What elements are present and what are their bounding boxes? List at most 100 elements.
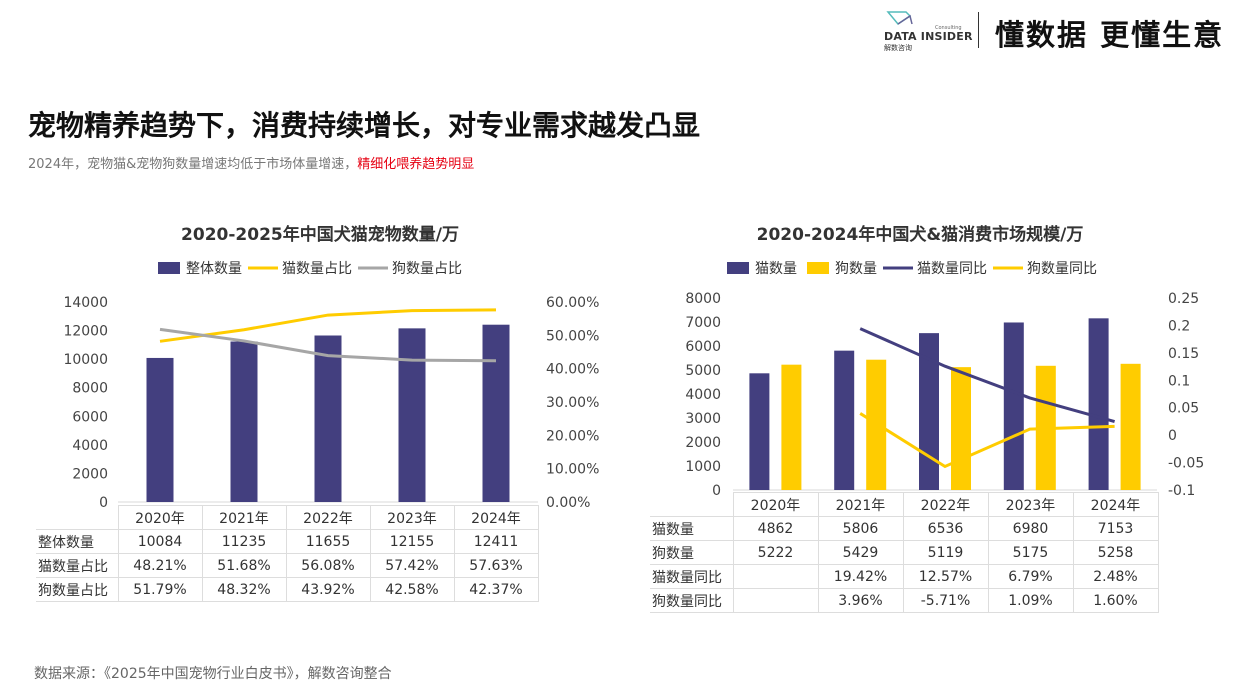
logo-consulting: Consulting: [935, 25, 962, 31]
slogan: 懂数据 更懂生意: [995, 18, 1225, 52]
table-cell: 12411: [453, 529, 539, 554]
table-column-header: 2021年: [817, 492, 904, 517]
table-cell: 5119: [902, 540, 989, 565]
table-corner: [36, 506, 118, 530]
y-tick-label: 8000: [72, 381, 108, 397]
data-table-market-size: 2020年 2021年 2022年 2023年 2024年 猫数量 4862 5806 6536…: [650, 492, 1159, 613]
y-tick-label: 12000: [63, 324, 108, 340]
legend-label: 猫数量: [755, 261, 797, 277]
table-cell: [732, 588, 819, 613]
legend-swatch-整体数量: [158, 262, 180, 274]
table-column-header: 2022年: [285, 505, 371, 530]
bar-狗数量-2022年: [951, 367, 971, 490]
table-column-header: 2023年: [369, 505, 455, 530]
table-cell: 56.08%: [285, 553, 371, 578]
chart-title-pet-count: 2020-2025年中国犬猫宠物数量/万: [181, 225, 459, 245]
table-row-label: 狗数量占比: [36, 577, 119, 602]
y-tick-label: 8000: [685, 291, 721, 307]
y-tick-label: 5000: [685, 363, 721, 379]
y-tick-label: 6000: [72, 409, 108, 425]
table-column-header: 2020年: [117, 505, 203, 530]
table-row-label: 整体数量: [36, 529, 119, 554]
table-cell: 12.57%: [902, 564, 989, 589]
y2-tick-label: 0.05: [1168, 401, 1199, 417]
table-row-label: 猫数量: [650, 516, 734, 541]
y2-tick-label: 50.00%: [546, 328, 599, 344]
chart-title-market-size: 2020-2024年中国犬&猫消费市场规模/万: [756, 225, 1084, 245]
bar-猫数量-2024年: [1088, 318, 1109, 490]
y-tick-label: 0: [99, 495, 108, 511]
y-tick-label: 4000: [72, 438, 108, 454]
table-row: 猫数量 4862 5806 6536 6980 7153: [650, 516, 1159, 541]
table-header-row: 2020年 2021年 2022年 2023年 2024年: [36, 505, 539, 530]
logo-mark-icon: [886, 11, 913, 25]
subtitle-highlight: 精细化喂养趋势明显: [357, 157, 475, 172]
y2-tick-label: 0.2: [1168, 318, 1190, 334]
data-source: 数据来源：《2025年中国宠物行业白皮书》，解数咨询整合: [34, 666, 392, 682]
table-cell: 12155: [369, 529, 455, 554]
table-cell: 10084: [117, 529, 203, 554]
y-tick-label: 7000: [685, 315, 721, 331]
y2-tick-label: 60.00%: [546, 295, 599, 311]
y2-tick-label: 20.00%: [546, 428, 599, 444]
line-狗数量同比: [859, 412, 1115, 469]
table-row: 狗数量 5222 5429 5119 5175 5258: [650, 540, 1159, 565]
table-cell: 57.42%: [369, 553, 455, 578]
table-cell: 11655: [285, 529, 371, 554]
table-cell: 4862: [732, 516, 819, 541]
legend-swatch-狗数量: [807, 262, 829, 274]
table-row: 狗数量占比 51.79% 48.32% 43.92% 42.58% 42.37%: [36, 577, 539, 602]
line-狗数量占比: [159, 327, 497, 363]
table-cell: 19.42%: [817, 564, 904, 589]
table-row: 猫数量占比 48.21% 51.68% 56.08% 57.42% 57.63%: [36, 553, 539, 578]
table-cell: 2.48%: [1072, 564, 1159, 589]
y2-tick-label: 0.25: [1168, 291, 1199, 307]
y2-tick-label: 0: [1168, 428, 1177, 444]
table-cell: 57.63%: [453, 553, 539, 578]
y2-tick-label: 30.00%: [546, 395, 599, 411]
y-tick-label: 10000: [63, 352, 108, 368]
table-cell: 5222: [732, 540, 819, 565]
table-cell: 42.37%: [453, 577, 539, 602]
legend-label: 猫数量占比: [282, 261, 352, 277]
table-row-label: 狗数量同比: [650, 588, 734, 613]
bar-猫数量-2023年: [1003, 322, 1024, 490]
table-cell: 5806: [817, 516, 904, 541]
legend-label: 猫数量同比: [917, 261, 987, 277]
line-猫数量占比: [159, 308, 497, 343]
table-cell: 48.21%: [117, 553, 203, 578]
table-column-header: 2024年: [1072, 492, 1159, 517]
y2-tick-label: 0.00%: [546, 495, 590, 511]
table-column-header: 2022年: [902, 492, 989, 517]
table-cell: 5258: [1072, 540, 1159, 565]
table-cell: 1.09%: [987, 588, 1074, 613]
bar-狗数量-2020年: [781, 364, 802, 490]
page-subtitle: 2024年，宠物猫&宠物狗数量增速均低于市场体量增速，精细化喂养趋势明显: [28, 153, 474, 172]
table-cell: 48.32%: [201, 577, 287, 602]
table-cell: 51.79%: [117, 577, 203, 602]
table-header-row: 2020年 2021年 2022年 2023年 2024年: [650, 492, 1159, 517]
table-cell: -5.71%: [902, 588, 989, 613]
table-cell: 51.68%: [201, 553, 287, 578]
line-猫数量同比: [859, 327, 1116, 423]
bar-猫数量-2022年: [919, 333, 939, 490]
table-column-header: 2021年: [201, 505, 287, 530]
table-cell: 6.79%: [987, 564, 1074, 589]
legend-label: 狗数量占比: [392, 261, 462, 277]
table-row-label: 猫数量占比: [36, 553, 119, 578]
y2-tick-label: 10.00%: [546, 462, 599, 478]
legend-label: 整体数量: [186, 261, 242, 277]
bar-整体数量-2024年: [482, 324, 510, 502]
y-tick-label: 14000: [63, 295, 108, 311]
y2-tick-label: 0.1: [1168, 373, 1190, 389]
legend-label: 狗数量同比: [1027, 261, 1097, 277]
logo-text: DATA INSIDER: [884, 30, 973, 43]
y2-tick-label: 40.00%: [546, 362, 599, 378]
table-cell: 11235: [201, 529, 287, 554]
bar-整体数量-2021年: [230, 341, 258, 502]
legend-label: 狗数量: [835, 261, 877, 277]
y-tick-label: 1000: [685, 459, 721, 475]
table-row: 狗数量同比 3.96% -5.71% 1.09% 1.60%: [650, 588, 1159, 613]
table-cell: 3.96%: [817, 588, 904, 613]
